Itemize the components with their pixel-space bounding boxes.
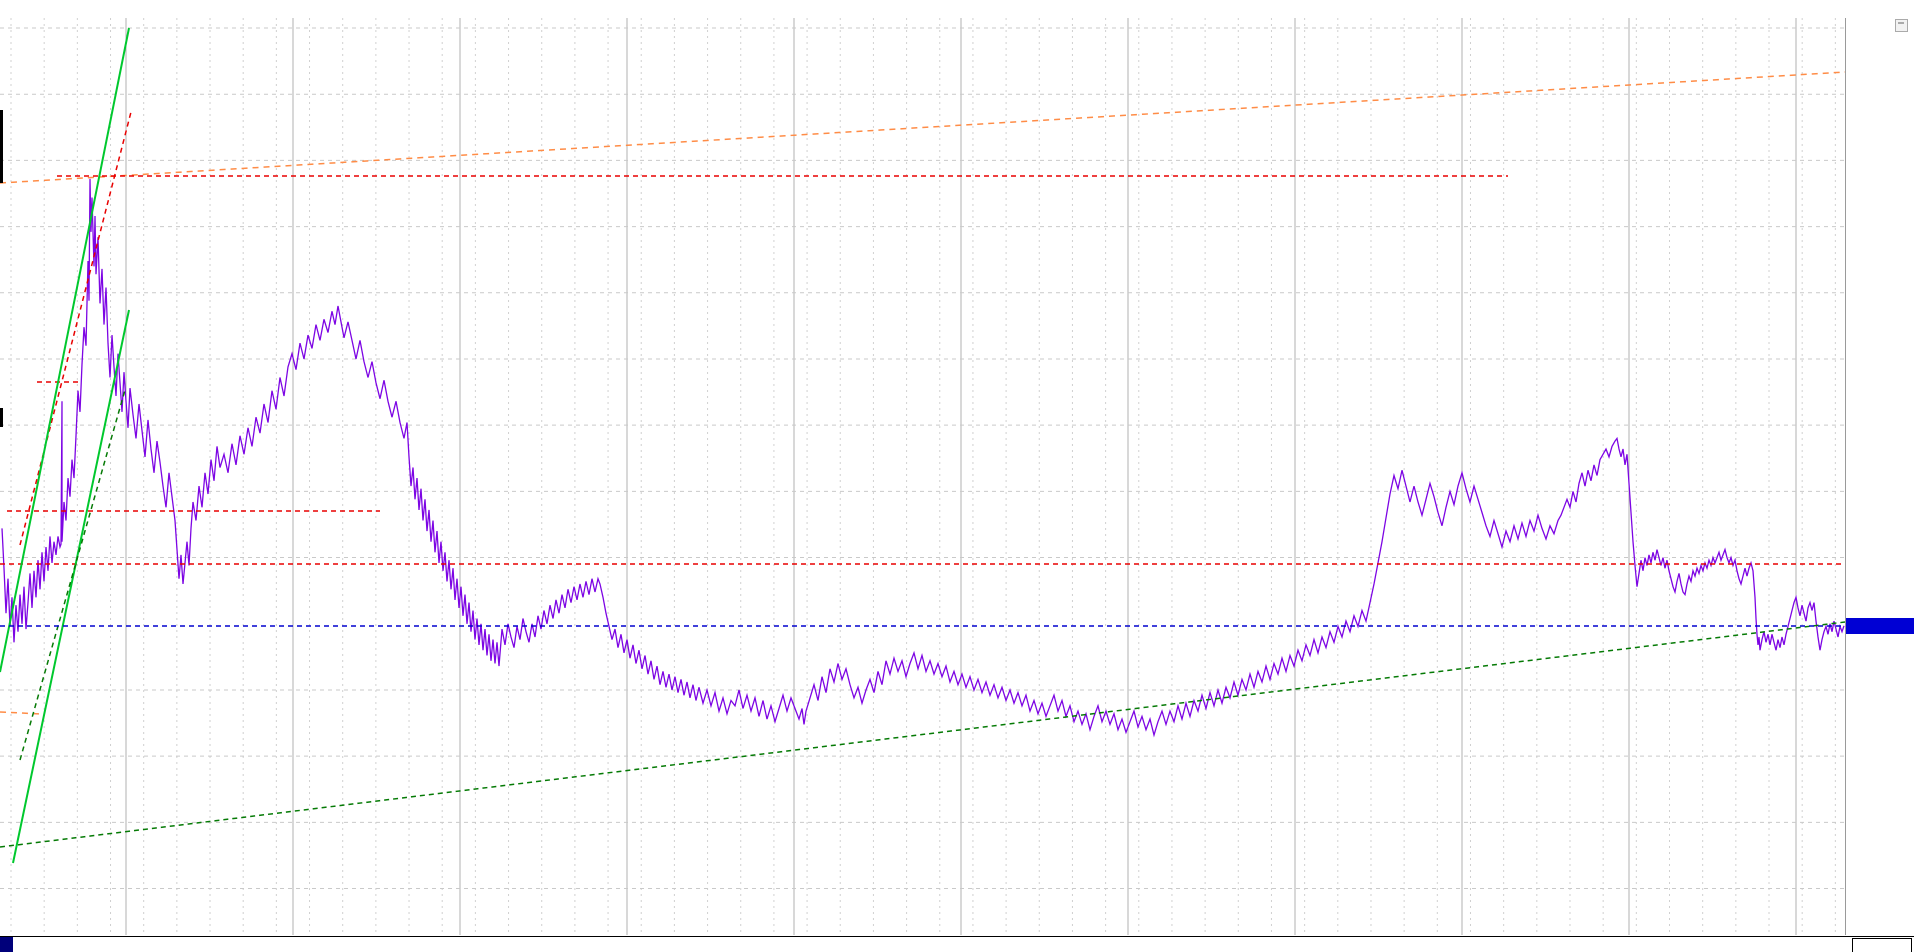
window-corner-block (0, 937, 13, 952)
top-date-bar (0, 0, 1847, 18)
left-edge-mark (0, 408, 3, 427)
trend-channel-green-1 (0, 27, 130, 673)
collapse-bar (1898, 22, 1904, 24)
support-green-dashed-long (0, 621, 1845, 848)
trend-green-dashed (19, 389, 126, 761)
trend-channel-green-2 (12, 309, 130, 864)
time-display (1852, 938, 1912, 952)
axis-divider-line (0, 936, 1914, 937)
price-axis (1846, 0, 1914, 952)
chart-plot-area[interactable] (0, 18, 1846, 935)
collapse-icon[interactable] (1895, 19, 1908, 32)
channel-orange-long (0, 71, 1845, 184)
date-axis (0, 937, 1914, 952)
price-line-series (1, 178, 1845, 738)
chart-canvas (0, 18, 1845, 935)
orange-short (0, 711, 43, 715)
current-price-badge (1846, 618, 1914, 634)
trend-red-steep (19, 111, 132, 546)
left-edge-mark (0, 110, 3, 183)
